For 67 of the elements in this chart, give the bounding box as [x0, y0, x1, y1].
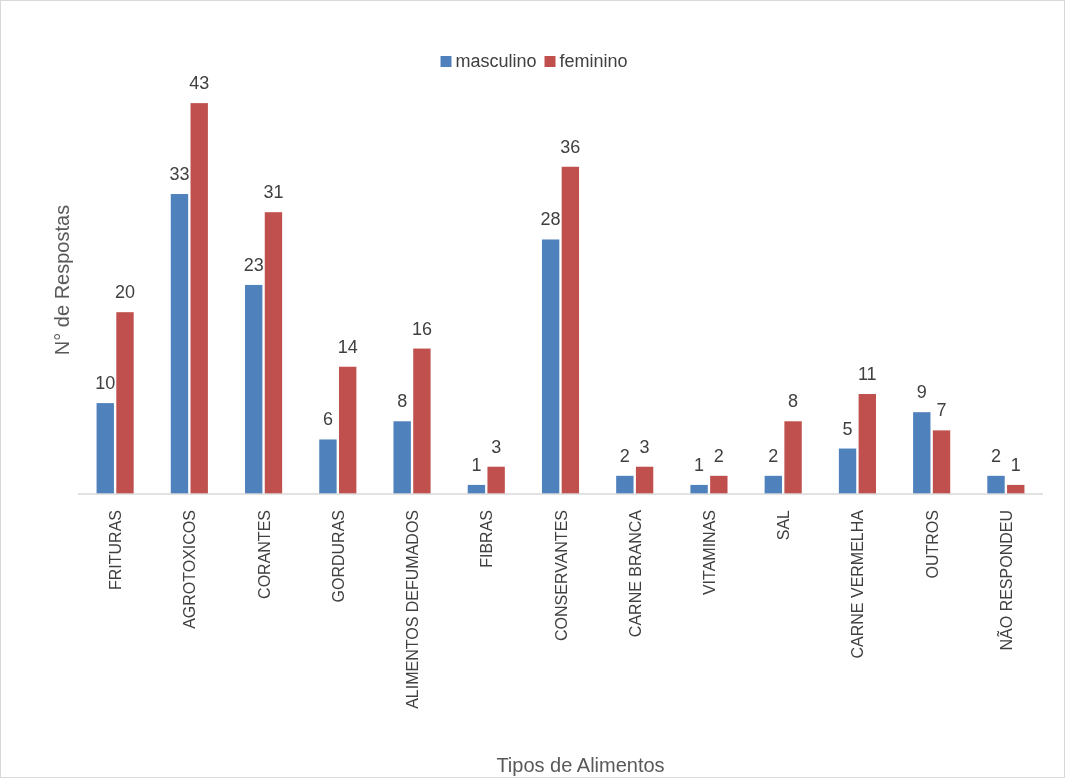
x-tick-label: NÃO RESPONDEU	[995, 510, 1015, 651]
x-tick-label: AGROTOXICOS	[181, 510, 199, 629]
bar	[561, 166, 580, 494]
x-tick-label: VITAMINAS	[700, 510, 718, 596]
data-label: 8	[397, 391, 408, 412]
data-label: 9	[916, 382, 927, 403]
x-tick-label: SAL	[775, 509, 793, 541]
data-label: 28	[540, 209, 561, 230]
data-label: 14	[337, 336, 358, 357]
bar	[764, 475, 783, 494]
x-tick-label: ALIMENTOS DEFUMADOS	[404, 510, 422, 709]
data-label: 16	[411, 318, 432, 339]
bar	[245, 284, 263, 494]
x-tick-label: OUTROS	[923, 510, 941, 579]
x-tick-label: CARNE BRANCA	[626, 509, 644, 638]
bar	[190, 103, 208, 494]
x-axis-title: Tipos de Alimentos	[496, 754, 665, 776]
x-tick-label: CARNE VERMELHA	[849, 509, 867, 659]
data-label: 10	[95, 373, 116, 394]
data-label: 1	[694, 454, 705, 475]
data-label: 2	[768, 445, 779, 466]
x-tick-label: FRITURAS	[107, 510, 125, 590]
bar	[116, 312, 134, 494]
bar	[413, 348, 431, 494]
bar	[635, 466, 654, 494]
bar	[170, 194, 189, 494]
x-tick-label: GORDURAS	[329, 510, 347, 603]
x-tick-label: CORANTES	[255, 510, 273, 599]
legend-label: masculino	[455, 51, 537, 71]
bar	[690, 484, 708, 494]
bar	[987, 475, 1005, 494]
data-label: 3	[491, 436, 502, 457]
bar	[858, 394, 876, 494]
data-label: 36	[560, 136, 581, 157]
data-label: 23	[243, 254, 264, 275]
bar	[710, 475, 728, 494]
bar	[393, 421, 411, 494]
data-label: 1	[471, 454, 482, 475]
bar	[784, 421, 802, 494]
bar	[838, 448, 857, 494]
data-label: 5	[842, 418, 853, 439]
bar	[319, 439, 337, 494]
bar	[96, 403, 114, 494]
legend-label: feminino	[559, 51, 628, 71]
x-tick-label: FIBRAS	[478, 510, 496, 568]
data-label: 31	[263, 182, 284, 203]
data-label: 2	[991, 445, 1002, 466]
data-label: 6	[322, 409, 333, 430]
bar	[338, 366, 357, 494]
x-tick-label: CONSERVANTES	[552, 510, 570, 641]
bar	[616, 475, 634, 494]
data-label: 11	[857, 364, 877, 385]
y-axis-title: N° de Respostas	[51, 204, 73, 356]
bar	[932, 430, 951, 494]
data-label: 7	[936, 400, 947, 421]
bar	[913, 412, 931, 494]
bar	[264, 212, 283, 494]
data-label: 1	[1010, 454, 1021, 475]
data-label: 33	[169, 164, 190, 185]
bar	[487, 466, 505, 494]
data-label: 43	[189, 73, 210, 94]
data-label: 8	[788, 391, 799, 412]
bar	[541, 239, 560, 494]
data-label: 3	[639, 436, 650, 457]
data-label: 2	[619, 445, 630, 466]
data-label: 20	[114, 282, 135, 303]
data-label: 2	[713, 445, 724, 466]
